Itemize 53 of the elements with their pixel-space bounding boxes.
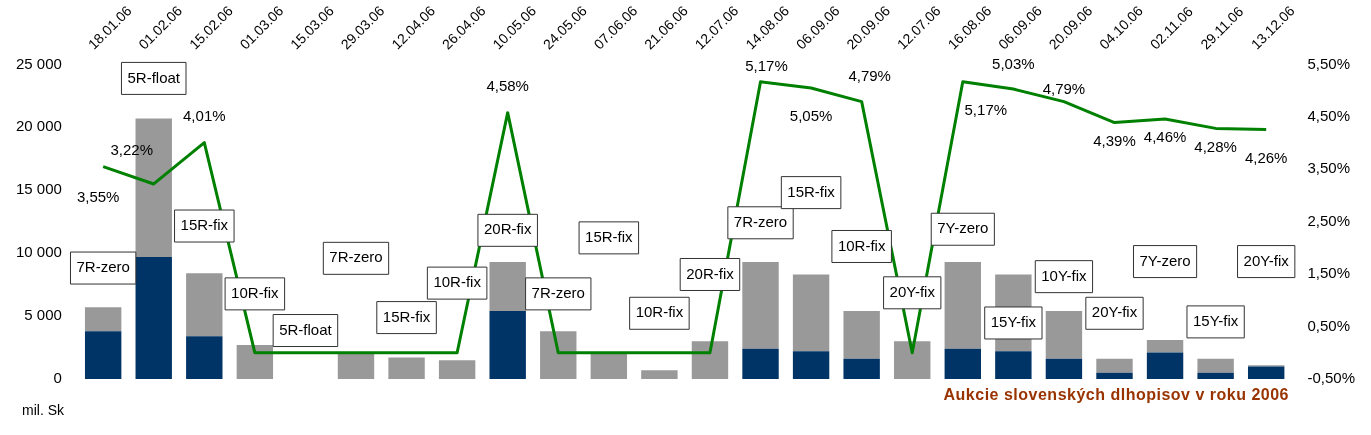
annotation: 10R-fix [837,236,886,254]
y-tick-label: 5 000 [24,306,62,324]
data-label: 4,79% [848,66,891,84]
data-label: 4,46% [1143,128,1187,146]
y2-tick-label: 4,50% [1307,106,1351,124]
annotation: 15R-fix [180,216,229,234]
annotation: 20Y-fix [1243,251,1290,269]
data-label: 5,17% [964,100,1008,118]
annotation: 10R-fix [635,303,684,321]
annotation: 20R-fix [686,264,735,282]
annotation: 20Y-fix [889,282,936,300]
y2-tick-label: 2,50% [1307,211,1351,229]
y-tick-label: 25 000 [15,54,62,72]
annotation: 10R-fix [433,273,482,291]
annotation: 15Y-fix [990,313,1037,331]
data-label: 3,22% [110,141,153,159]
annotation: 15Y-fix [1192,312,1239,330]
annotation: 10Y-fix [1041,266,1088,284]
annotation: 10R-fix [231,284,280,302]
data-label: 4,28% [1194,137,1237,155]
data-label: 3,55% [76,187,120,205]
annotation: 15R-fix [787,182,836,200]
y2-tick-label: -0,50% [1307,369,1355,387]
annotation: 7R-zero [76,258,130,276]
annotation: 7R-zero [531,284,585,302]
annotation: 7R-zero [733,212,788,230]
annotation: 15R-fix [585,228,634,246]
y-tick-label: 0 [53,369,62,387]
annotation: 20Y-fix [1091,303,1138,321]
y2-tick-label: 3,50% [1307,159,1351,177]
annotation: 20R-fix [483,220,532,238]
y2-tick-label: 5,50% [1307,54,1351,72]
annotation: 7Y-zero [1139,251,1191,269]
data-label: 5,05% [789,107,833,125]
data-label: 4,26% [1244,148,1288,166]
text: Aukcie slovenských dlhopisov v roku 2006 [943,386,1289,404]
y2-tick-label: 0,50% [1307,316,1351,334]
data-label: 5,17% [745,56,788,74]
y-axis-title: mil. Sk [22,402,64,418]
y-tick-label: 10 000 [15,243,62,261]
annotation: 15R-fix [382,307,431,325]
data-label: 4,79% [1042,79,1086,97]
annotation: 7Y-zero [937,219,989,237]
y-tick-label: 20 000 [15,117,62,135]
data-label: 5,03% [992,55,1035,73]
data-label: 4,58% [486,76,529,94]
y-tick-label: 15 000 [15,180,62,198]
y2-tick-label: 1,50% [1307,264,1351,282]
data-label: 4,39% [1093,131,1136,149]
data-label: 4,01% [183,106,226,124]
annotation: 5R-float [127,68,181,86]
annotation: 7R-zero [329,248,383,266]
annotation: 5R-float [279,320,333,338]
